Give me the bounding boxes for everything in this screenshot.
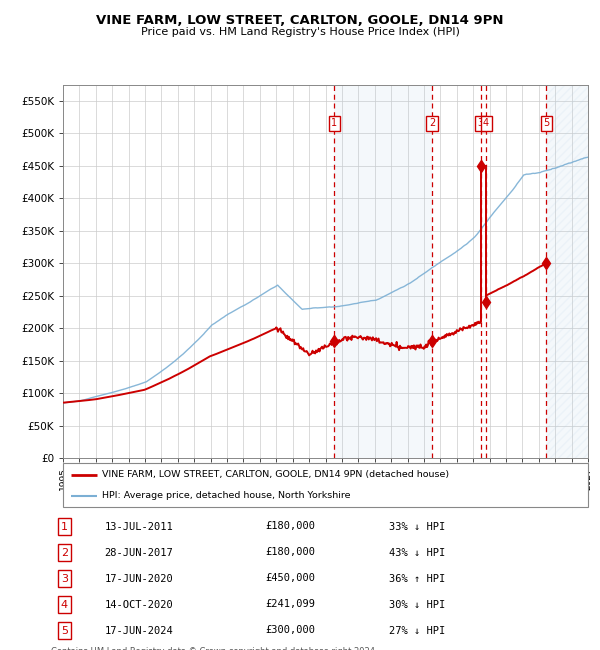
Text: 17-JUN-2024: 17-JUN-2024 bbox=[104, 625, 173, 636]
Text: 5: 5 bbox=[543, 118, 550, 129]
Text: 27% ↓ HPI: 27% ↓ HPI bbox=[389, 625, 446, 636]
Text: 13-JUL-2011: 13-JUL-2011 bbox=[104, 521, 173, 532]
Text: 5: 5 bbox=[61, 625, 68, 636]
Bar bbox=[547, 84, 588, 458]
Text: £180,000: £180,000 bbox=[266, 547, 316, 558]
Text: £450,000: £450,000 bbox=[266, 573, 316, 584]
Text: 1: 1 bbox=[61, 521, 68, 532]
Text: 1: 1 bbox=[331, 118, 337, 129]
FancyBboxPatch shape bbox=[63, 463, 588, 507]
Text: VINE FARM, LOW STREET, CARLTON, GOOLE, DN14 9PN (detached house): VINE FARM, LOW STREET, CARLTON, GOOLE, D… bbox=[103, 470, 449, 479]
Text: VINE FARM, LOW STREET, CARLTON, GOOLE, DN14 9PN: VINE FARM, LOW STREET, CARLTON, GOOLE, D… bbox=[96, 14, 504, 27]
Text: 4: 4 bbox=[483, 118, 489, 129]
Text: 30% ↓ HPI: 30% ↓ HPI bbox=[389, 599, 446, 610]
Text: HPI: Average price, detached house, North Yorkshire: HPI: Average price, detached house, Nort… bbox=[103, 491, 351, 500]
Text: 3: 3 bbox=[478, 118, 484, 129]
Text: 2: 2 bbox=[429, 118, 435, 129]
Text: 17-JUN-2020: 17-JUN-2020 bbox=[104, 573, 173, 584]
Bar bbox=[334, 84, 432, 458]
Text: £241,099: £241,099 bbox=[266, 599, 316, 610]
Text: 36% ↑ HPI: 36% ↑ HPI bbox=[389, 573, 446, 584]
Text: 43% ↓ HPI: 43% ↓ HPI bbox=[389, 547, 446, 558]
Text: 14-OCT-2020: 14-OCT-2020 bbox=[104, 599, 173, 610]
Text: 2: 2 bbox=[61, 547, 68, 558]
Text: £300,000: £300,000 bbox=[266, 625, 316, 636]
Text: 3: 3 bbox=[61, 573, 68, 584]
Text: Contains HM Land Registry data © Crown copyright and database right 2024.
This d: Contains HM Land Registry data © Crown c… bbox=[51, 647, 377, 650]
Text: 33% ↓ HPI: 33% ↓ HPI bbox=[389, 521, 446, 532]
Text: 28-JUN-2017: 28-JUN-2017 bbox=[104, 547, 173, 558]
Text: £180,000: £180,000 bbox=[266, 521, 316, 532]
Text: Price paid vs. HM Land Registry's House Price Index (HPI): Price paid vs. HM Land Registry's House … bbox=[140, 27, 460, 37]
Text: 4: 4 bbox=[61, 599, 68, 610]
